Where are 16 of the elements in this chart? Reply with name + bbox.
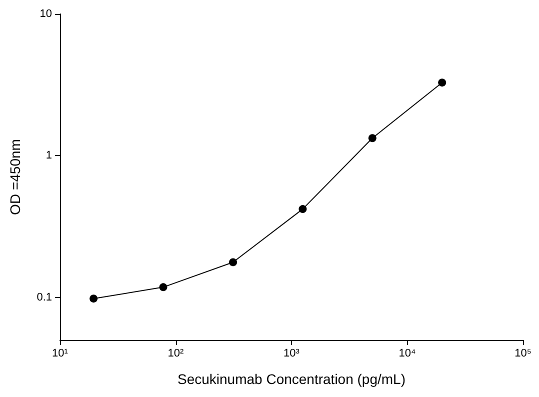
point [438, 78, 446, 87]
y-tick-label: 0.1 [36, 291, 52, 304]
y-tick-label: 1 [46, 150, 52, 162]
point [90, 294, 98, 303]
x-tick-label: 10² [168, 348, 184, 360]
y-axis-title: OD =450nm [7, 139, 23, 215]
x-axis-title: Secukinumab Concentration (pg/mL) [177, 371, 406, 387]
point [368, 134, 376, 142]
x-tick-label: 10⁵ [514, 348, 532, 360]
point [159, 283, 168, 292]
x-tick-label: 10⁴ [398, 348, 416, 360]
point [298, 205, 307, 214]
x-tick-label: 10¹ [52, 348, 68, 360]
point [229, 258, 238, 266]
y-tick-label: 10 [40, 8, 52, 20]
x-tick-label: 10³ [284, 348, 300, 360]
